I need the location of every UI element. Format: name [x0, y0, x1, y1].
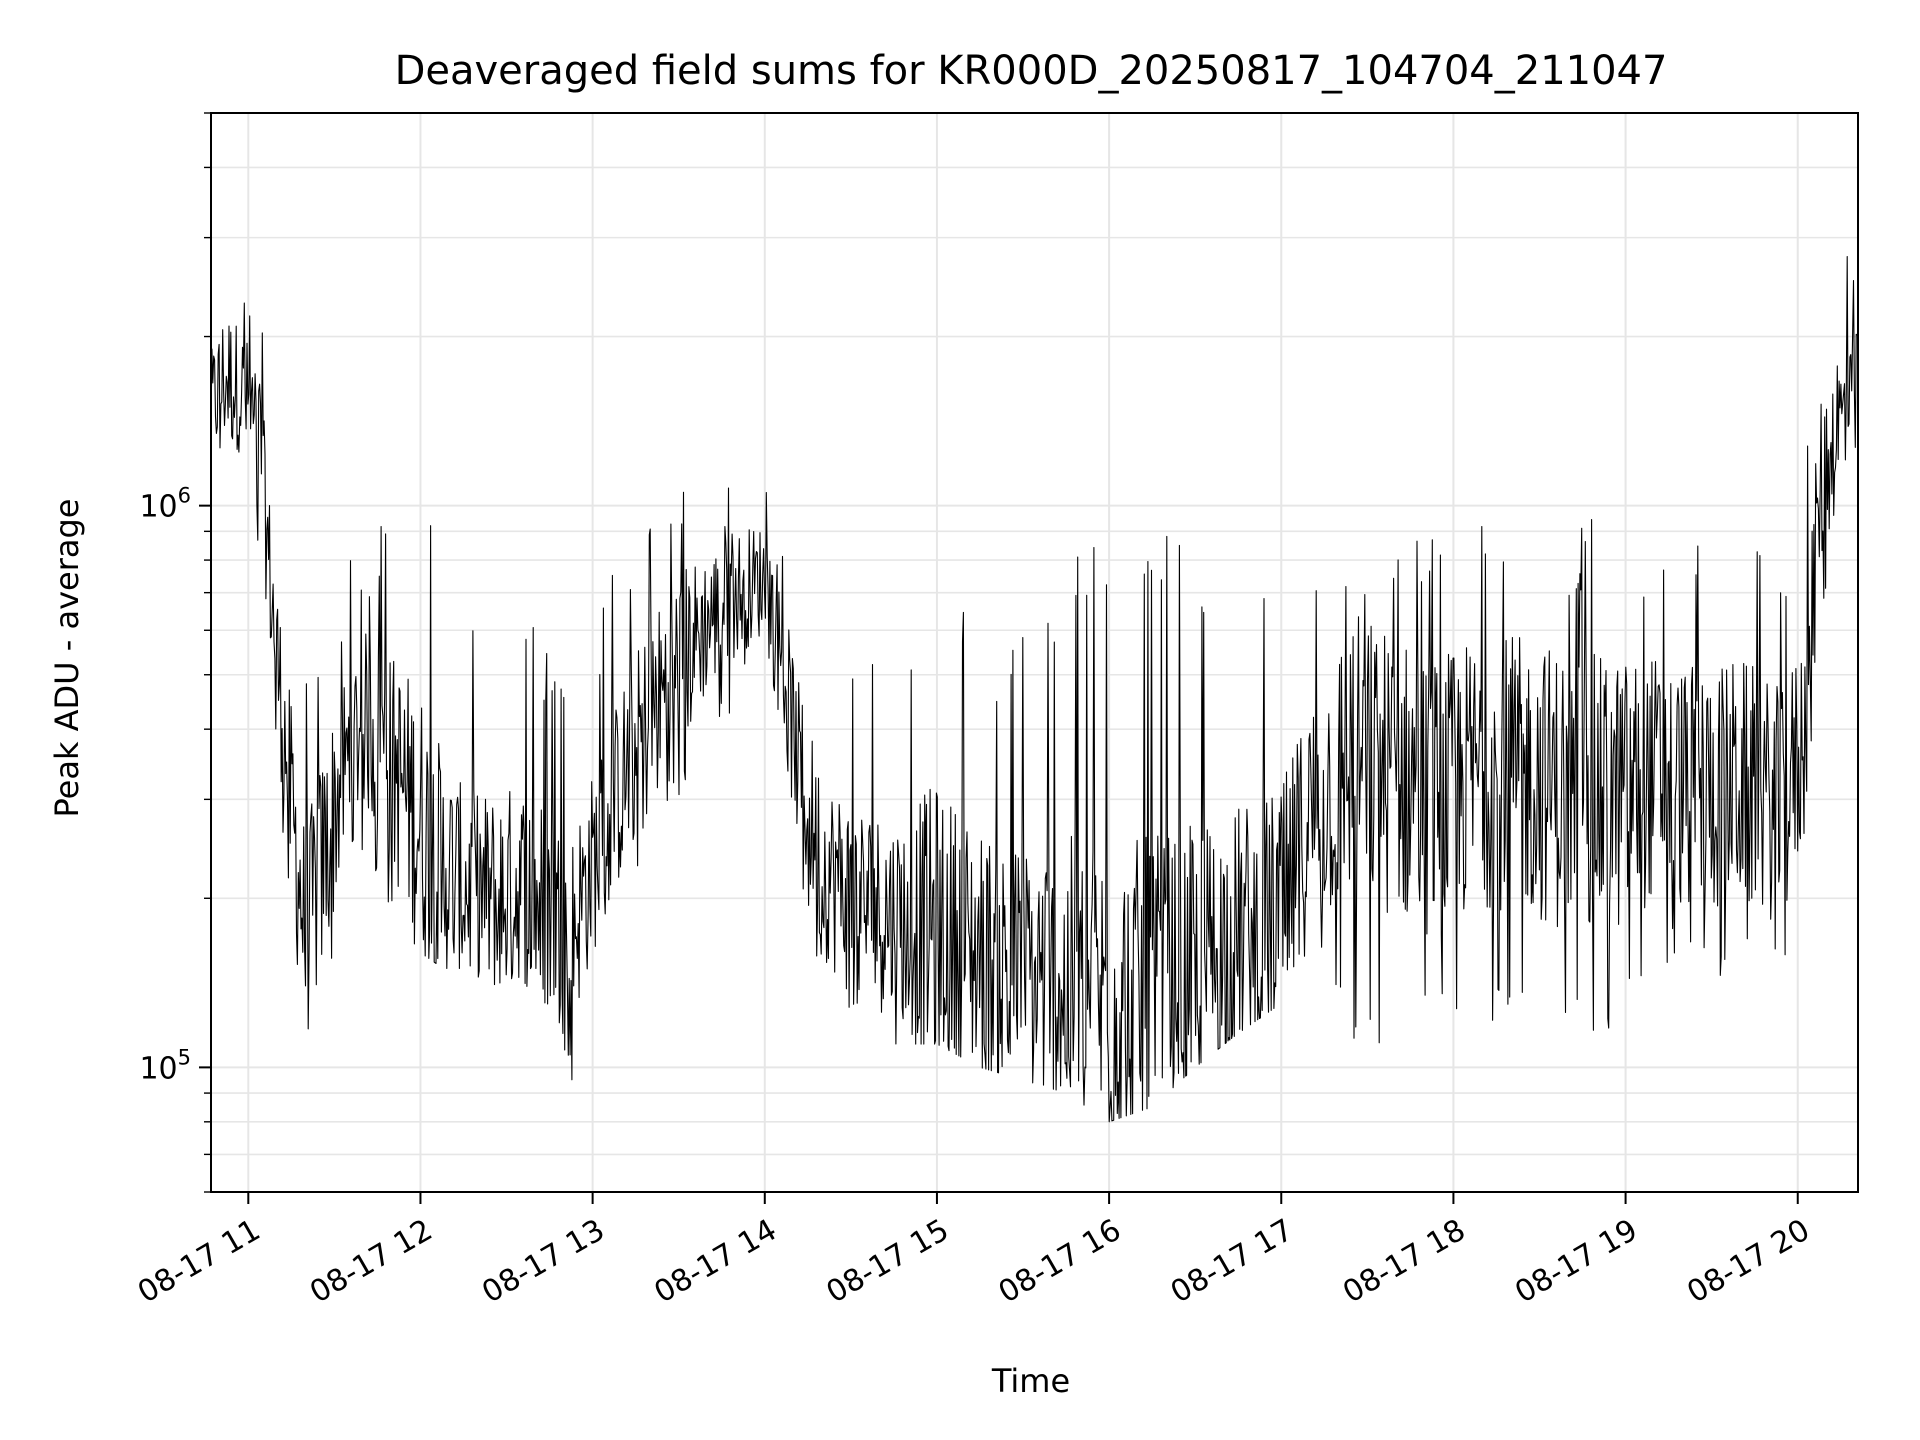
y-axis-label: Peak ADU - average	[48, 499, 86, 818]
y-tick-label: 105	[139, 1045, 191, 1086]
series-line	[210, 256, 1858, 1123]
y-axis: 105 106	[139, 112, 211, 1193]
y-tick-label: 106	[139, 484, 191, 525]
chart-title: Deaveraged field sums for KR000D_2025081…	[395, 48, 1668, 94]
series-group	[210, 256, 1858, 1123]
plot-frame	[210, 112, 1859, 1193]
x-axis-label: Time	[991, 1362, 1070, 1400]
